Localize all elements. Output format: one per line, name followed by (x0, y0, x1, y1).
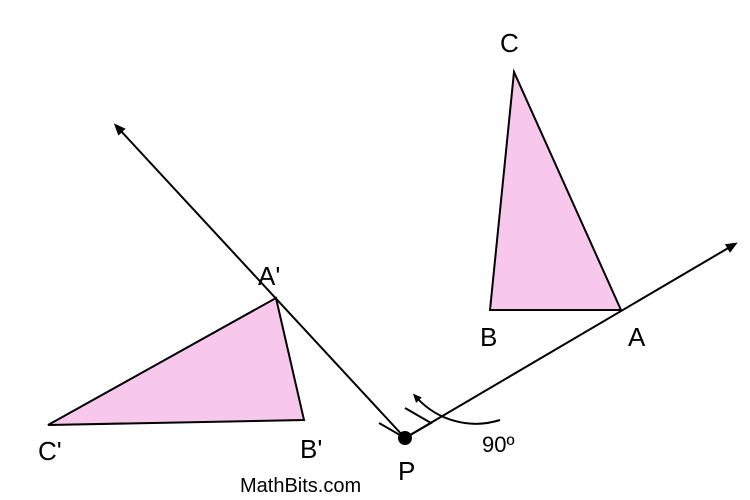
label-a-prime: A' (258, 261, 280, 291)
triangle-abc (490, 72, 621, 310)
rotation-diagram: C B A A' B' C' P 90º MathBits.com (0, 0, 750, 500)
label-angle-90: 90º (482, 432, 515, 457)
label-b: B (480, 322, 497, 352)
label-c-prime: C' (38, 436, 62, 466)
triangle-abc-prime (48, 298, 304, 425)
label-b-prime: B' (300, 434, 322, 464)
label-p: P (398, 456, 415, 486)
watermark-text: MathBits.com (240, 475, 361, 497)
label-c: C (500, 28, 519, 58)
label-a: A (628, 322, 646, 352)
point-p (398, 431, 412, 445)
angle-arc (417, 398, 500, 424)
